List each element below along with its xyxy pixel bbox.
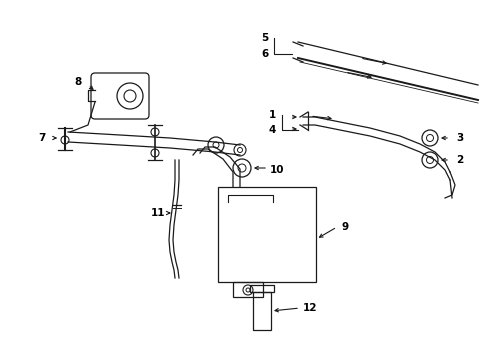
Text: 2: 2 bbox=[455, 155, 463, 165]
Text: 10: 10 bbox=[269, 165, 284, 175]
Text: 4: 4 bbox=[268, 125, 275, 135]
Text: 12: 12 bbox=[302, 303, 317, 313]
Text: 8: 8 bbox=[74, 77, 81, 87]
Text: 7: 7 bbox=[38, 133, 45, 143]
Text: 11: 11 bbox=[150, 208, 165, 218]
Text: 9: 9 bbox=[341, 222, 348, 232]
Bar bbox=[249, 285, 273, 292]
Text: 6: 6 bbox=[261, 49, 268, 59]
Bar bbox=[232, 282, 263, 297]
Bar bbox=[218, 187, 315, 282]
Text: 1: 1 bbox=[268, 110, 275, 120]
Text: 3: 3 bbox=[455, 133, 463, 143]
Bar bbox=[252, 292, 270, 330]
Text: 5: 5 bbox=[261, 33, 268, 43]
